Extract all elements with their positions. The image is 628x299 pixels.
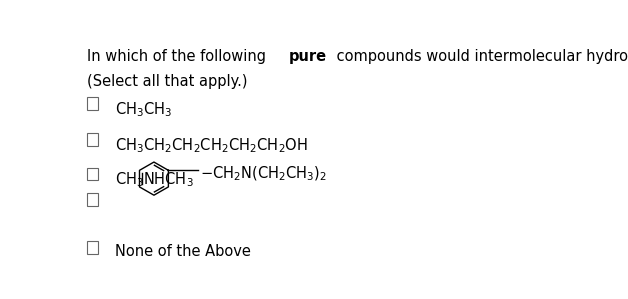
Text: (Select all that apply.): (Select all that apply.): [87, 74, 248, 89]
Text: compounds would intermolecular hydrogen bonding be expected?: compounds would intermolecular hydrogen …: [332, 48, 628, 64]
Bar: [87, 133, 98, 146]
Text: CH$_3$CH$_2$CH$_2$CH$_2$CH$_2$CH$_2$OH: CH$_3$CH$_2$CH$_2$CH$_2$CH$_2$CH$_2$OH: [115, 136, 308, 155]
Text: CH$_3$CH$_3$: CH$_3$CH$_3$: [115, 100, 172, 119]
Text: CH$_3$NHCH$_3$: CH$_3$NHCH$_3$: [115, 170, 194, 189]
Bar: [87, 97, 98, 110]
Bar: [87, 241, 98, 254]
Text: pure: pure: [288, 48, 327, 64]
Text: $-$CH$_2$N(CH$_2$CH$_3$)$_2$: $-$CH$_2$N(CH$_2$CH$_3$)$_2$: [200, 164, 327, 183]
Bar: [87, 193, 98, 205]
Text: None of the Above: None of the Above: [115, 244, 251, 259]
Bar: [87, 167, 98, 180]
Text: In which of the following: In which of the following: [87, 48, 271, 64]
